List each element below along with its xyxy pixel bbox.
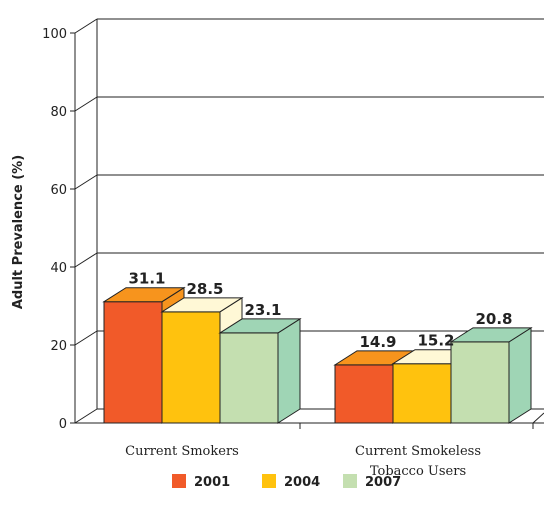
value-label-2004-1: 15.2 — [417, 332, 454, 350]
legend: 2001 2004 2007 — [172, 474, 401, 490]
labels-layer: 31.1 28.5 23.1 Current Smokers 14.9 15.2 20.8 C… — [125, 270, 512, 479]
value-label-2007-0: 23.1 — [244, 301, 281, 319]
bar-2007-0 — [219, 332, 279, 424]
value-label-2001-0: 31.1 — [128, 270, 165, 288]
bar-2007-1-side — [508, 326, 532, 424]
y-tick-label-100: 100 — [42, 27, 67, 42]
legend-swatch-2004 — [262, 474, 276, 488]
bar-2007-0-top — [218, 318, 302, 334]
gridline-diag-40 — [74, 252, 98, 268]
gridline-diag-80 — [74, 96, 98, 112]
bar-2001-1 — [334, 364, 394, 424]
gridline-diag-60 — [74, 174, 98, 190]
bar-2007-0-side — [277, 317, 301, 424]
legend-swatch-2001 — [172, 474, 186, 488]
value-label-2001-1: 14.9 — [359, 333, 396, 351]
category-label-line: Current Smokers — [125, 444, 239, 459]
floor-right-edge — [532, 412, 544, 424]
y-tick-label-60: 60 — [50, 183, 67, 198]
bar-2004-1 — [392, 363, 452, 424]
y-tick-label-80: 80 — [50, 105, 67, 120]
legend-swatch-2007 — [343, 474, 357, 488]
legend-label-2004: 2004 — [284, 475, 320, 490]
y-tick-label-40: 40 — [50, 261, 67, 276]
gridline-diag-20 — [74, 330, 98, 346]
bar-2001-0-top — [102, 287, 186, 303]
bar-2007-1-top — [449, 327, 533, 343]
bar-2004-0 — [161, 311, 221, 424]
legend-label-2007: 2007 — [365, 475, 401, 490]
legend-label-2001: 2001 — [194, 475, 230, 490]
bar-2004-0-top — [160, 297, 244, 313]
category-label-line: Current Smokeless — [355, 444, 481, 459]
gridline-diag-100 — [74, 18, 98, 34]
value-label-2004-0: 28.5 — [186, 280, 223, 298]
y-axis: 0 20 40 60 80 100 — [42, 27, 534, 432]
y-axis-title: Adult Prevalence (%) — [11, 155, 26, 309]
y-tick-label-0: 0 — [59, 417, 67, 432]
category-label-1: Current Smokeless Tobacco Users — [355, 444, 481, 479]
gridline-diag-0 — [74, 408, 98, 424]
category-label-line: Tobacco Users — [370, 464, 466, 479]
bars-layer — [102, 286, 533, 424]
value-label-2007-1: 20.8 — [475, 310, 512, 328]
bar-2001-0 — [103, 301, 163, 424]
category-label-0: Current Smokers — [125, 444, 239, 459]
y-tick-label-20: 20 — [50, 339, 67, 354]
bar-2007-1 — [450, 341, 510, 424]
